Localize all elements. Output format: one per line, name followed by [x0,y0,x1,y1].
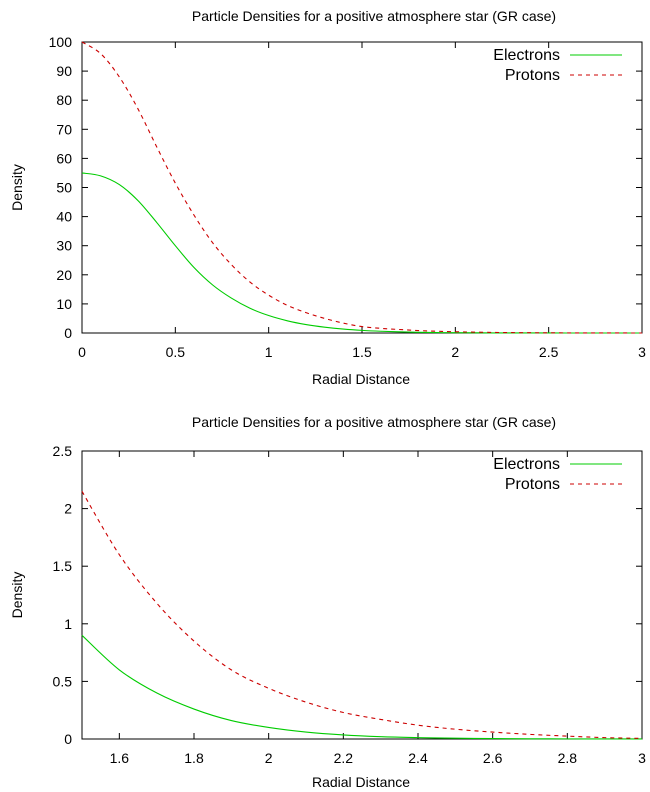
series-line-electrons [81,634,643,740]
y-tick-label: 0.5 [53,673,73,689]
x-tick-label: 2.8 [558,750,578,766]
x-tick-label: 2.4 [408,750,428,766]
legend-label-protons: Protons [505,476,560,493]
y-tick-label: 2 [64,501,72,517]
chart-2: Particle Densities for a positive atmosp… [9,414,646,790]
y-tick-label: 90 [56,63,72,79]
y-tick-label: 40 [56,209,72,225]
x-tick-label: 3 [638,344,646,360]
legend-label-protons: Protons [505,67,560,84]
chart-1: Particle Densities for a positive atmosp… [9,8,646,387]
x-tick-label: 0.5 [166,344,186,360]
plot-frame [81,450,643,740]
x-axis-label: Radial Distance [312,774,410,790]
y-tick-label: 1.5 [53,558,73,574]
chart-title: Particle Densities for a positive atmosp… [192,414,556,430]
y-tick-label: 80 [56,92,72,108]
x-tick-label: 3 [638,750,646,766]
series-line-electrons [81,172,642,334]
y-tick-label: 1 [64,616,72,632]
series-line-protons [81,491,643,739]
y-axis-label: Density [9,164,25,211]
x-tick-label: 2.5 [539,344,559,360]
legend-label-electrons: Electrons [493,47,560,64]
x-tick-label: 2.2 [334,750,354,766]
x-tick-label: 1.5 [352,344,372,360]
y-axis-label: Density [9,572,25,619]
legend-label-electrons: Electrons [493,456,560,473]
x-tick-label: 1.8 [184,750,204,766]
y-tick-label: 100 [49,34,73,50]
x-tick-label: 0 [78,344,86,360]
x-tick-label: 2 [265,750,273,766]
x-tick-label: 1.6 [110,750,130,766]
chart-title: Particle Densities for a positive atmosp… [192,8,556,24]
y-tick-label: 0 [64,731,72,747]
plot-frame [81,41,643,334]
y-tick-label: 70 [56,121,72,137]
y-tick-label: 30 [56,238,72,254]
y-tick-label: 2.5 [53,443,73,459]
series-line-protons [81,41,643,334]
y-tick-label: 50 [56,180,72,196]
y-tick-label: 60 [56,150,72,166]
y-tick-label: 20 [56,267,72,283]
x-axis-label: Radial Distance [312,371,410,387]
x-tick-label: 1 [265,344,273,360]
x-tick-label: 2 [451,344,459,360]
y-tick-label: 0 [64,325,72,341]
y-tick-label: 10 [56,296,72,312]
x-tick-label: 2.6 [483,750,503,766]
